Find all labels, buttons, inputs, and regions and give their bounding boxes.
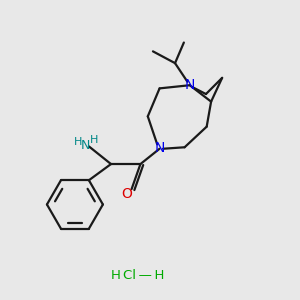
Text: H: H [111, 268, 121, 282]
Text: N: N [154, 141, 165, 155]
Text: N: N [81, 139, 90, 152]
Text: O: O [121, 188, 132, 201]
Text: Cl — H: Cl — H [123, 268, 165, 282]
Text: H: H [90, 135, 98, 145]
Text: N: N [184, 78, 195, 92]
Text: H: H [74, 137, 82, 147]
